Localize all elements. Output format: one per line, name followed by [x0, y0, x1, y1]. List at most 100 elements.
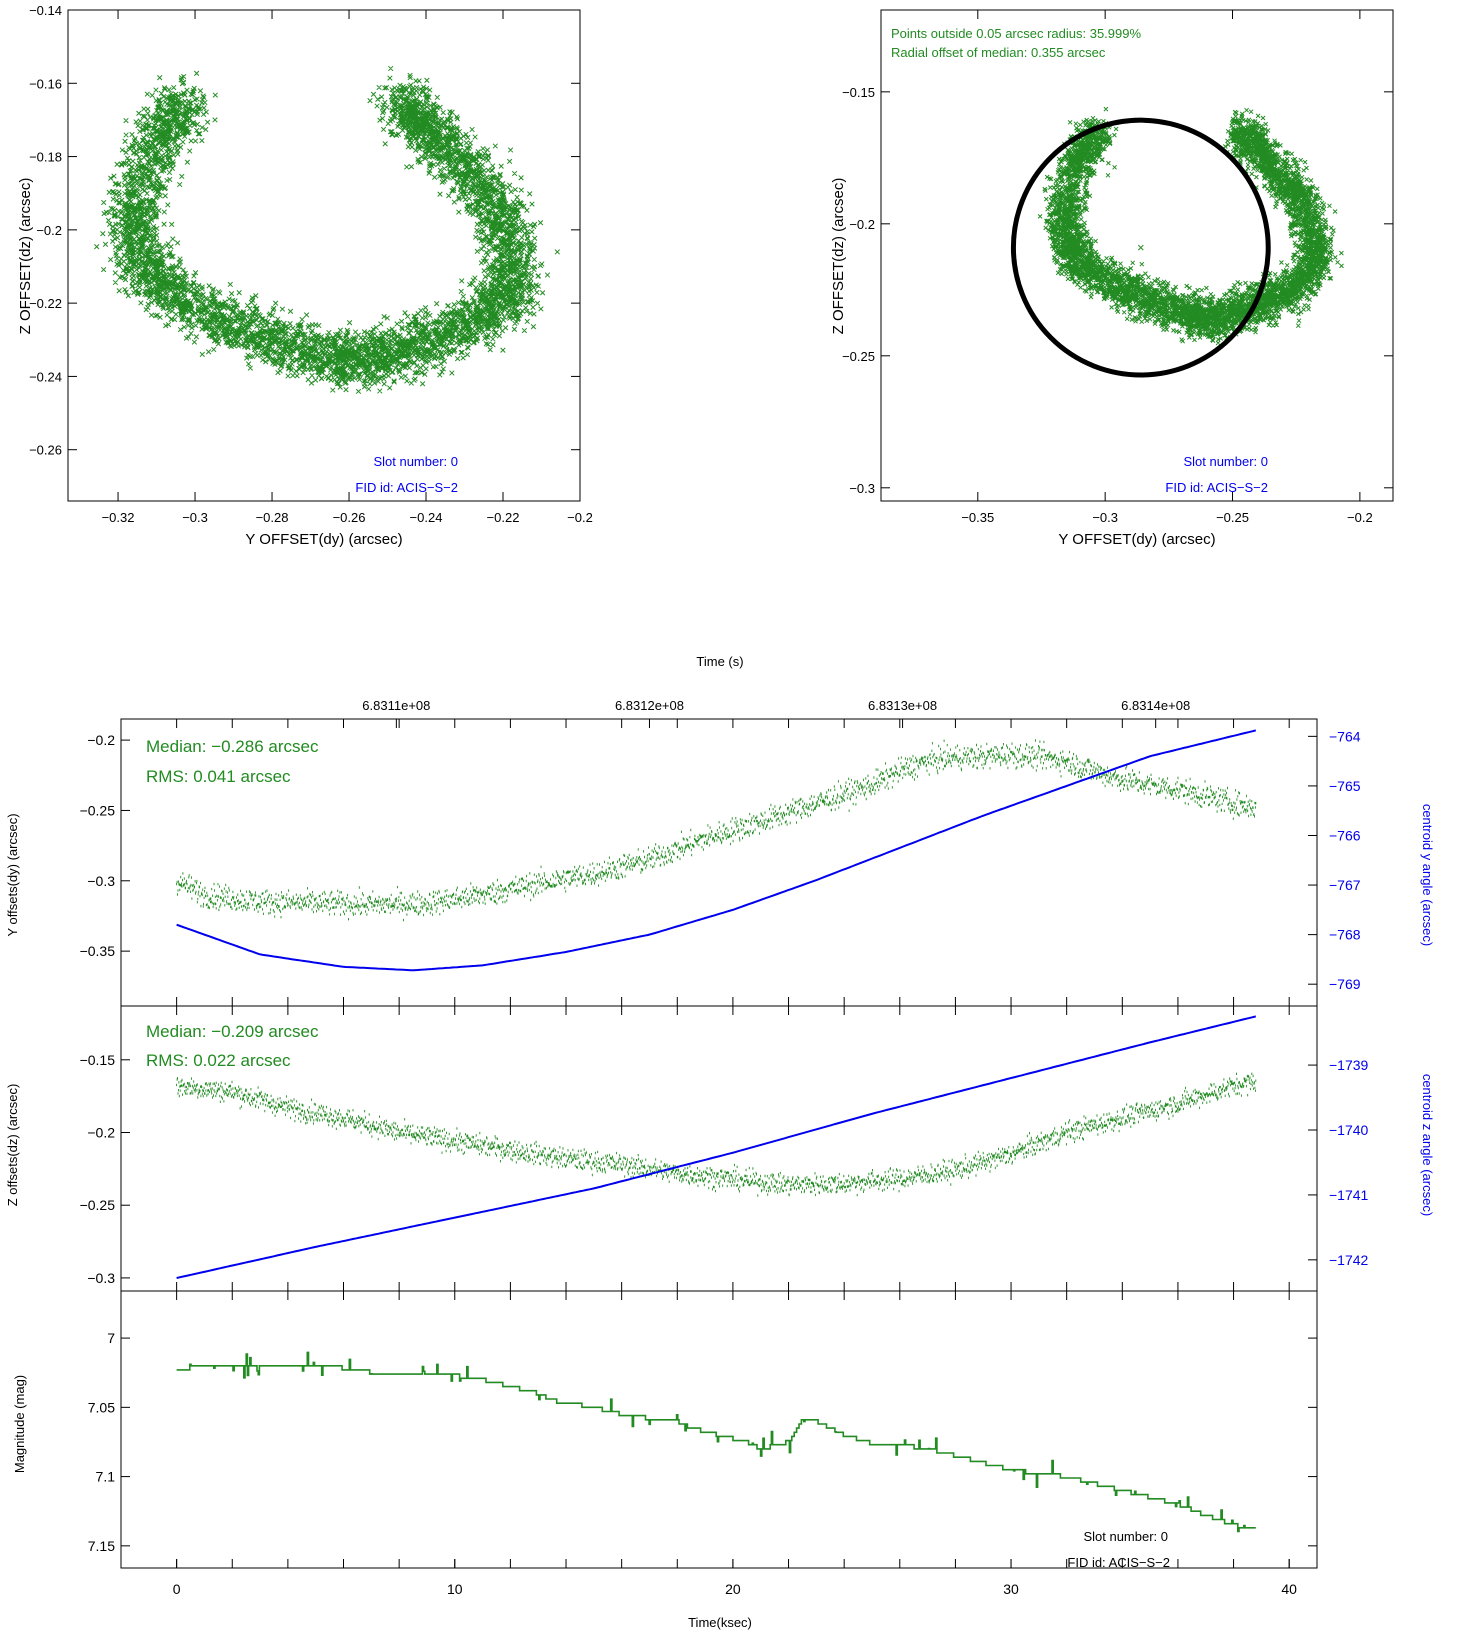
time-ksec-xlabel: Time(ksec)	[688, 1615, 752, 1630]
z-offsets-axis-ticklabel: −0.3	[87, 1270, 115, 1286]
x-axis-left-ticklabel: −0.28	[256, 510, 289, 525]
scatter-point-cloud-right	[1037, 106, 1344, 346]
annotation-slot-right: Slot number: 0	[1183, 454, 1268, 469]
z-angle-axis-ticklabel: −1741	[1329, 1187, 1369, 1203]
magnitude-axis-ticklabel: 7.1	[96, 1469, 116, 1485]
radius-circle	[1010, 117, 1271, 378]
top-time-ticklabel: 6.8312e+08	[615, 698, 684, 713]
top-time-ticklabel: 6.8314e+08	[1121, 698, 1190, 713]
x-axis-left-ticklabel: −0.3	[182, 510, 208, 525]
panel-top-left: −0.32 −0.3 −0.28 −0.26 −0.24 −0.22 −0.2 −0.14 −0…	[17, 3, 593, 548]
z-offsets-axis-ticklabel: −0.25	[80, 1197, 116, 1213]
z-median-text: Median: −0.209 arcsec	[146, 1022, 319, 1041]
y-offsets-axis-ticklabel: −0.25	[80, 802, 116, 818]
magnitude-axis-ticklabel: 7	[107, 1330, 115, 1346]
z-offsets-ylabel: Z offsets(dz) (arcsec)	[5, 1084, 20, 1207]
median-point	[1137, 244, 1144, 251]
y-offsets-axis-ticklabel: −0.3	[87, 873, 115, 889]
z-angle-axis-ticklabel: −1739	[1329, 1057, 1369, 1073]
z-offsets-axis-ticklabel: −0.15	[80, 1052, 116, 1068]
plot-frame-right	[880, 9, 1394, 502]
x-axis-label-right: Y OFFSET(dy) (arcsec)	[1058, 531, 1215, 548]
y-angle-axis-ticklabel: −768	[1329, 927, 1361, 943]
y-axis-right-ticklabel: −0.15	[842, 85, 875, 100]
annotation-slot-left: Slot number: 0	[373, 454, 458, 469]
z-angle-axis-ticklabel: −1740	[1329, 1122, 1369, 1138]
y-axis-label-right: Z OFFSET(dz) (arcsec)	[830, 178, 847, 335]
y-angle-axis-ticklabel: −765	[1329, 778, 1361, 794]
annotation-radial-offset: Radial offset of median: 0.355 arcsec	[891, 45, 1106, 60]
z-angle-axis-ticklabel: −1742	[1329, 1252, 1369, 1268]
y-axis-left-ticklabel: −0.16	[29, 76, 62, 91]
panel-top-right: −0.35 −0.3 −0.25 −0.2 −0.15 −0.2 −0.25 −0.3 Poi…	[830, 9, 1394, 548]
panel-z-offsets: −0.15 −0.2 −0.25 −0.3 −1739 −1740 −1741 −1742 M…	[5, 1006, 1435, 1291]
x-axis-left-ticklabel: −0.26	[333, 510, 366, 525]
median-marker	[1137, 244, 1144, 251]
x-axis-left-ticklabel: −0.24	[410, 510, 443, 525]
z-offsets-ticks: −0.15 −0.2 −0.25 −0.3 −1739 −1740 −1741 −1742	[80, 1006, 1369, 1291]
mag-slot-text: Slot number: 0	[1083, 1529, 1168, 1544]
centroid-z-angle-line	[176, 1015, 1257, 1279]
z-offsets-series	[176, 1015, 1257, 1279]
plot-frame-left	[67, 9, 581, 502]
y-offsets-axis-ticklabel: −0.2	[87, 732, 115, 748]
time-axis-ticklabel: 40	[1281, 1581, 1297, 1597]
magnitude-axis-ticklabel: 7.15	[88, 1538, 115, 1554]
time-axis-ticklabel: 10	[447, 1581, 463, 1597]
centroid-y-angle-line	[176, 729, 1257, 972]
annotation-fid-right: FID id: ACIS−S−2	[1165, 480, 1268, 495]
y-angle-axis-ticklabel: −769	[1329, 976, 1361, 992]
x-axis-left-ticklabel: −0.22	[487, 510, 520, 525]
y-offsets-ticks: −0.2 −0.25 −0.3 −0.35 −764 −765 −766 −767 −768 −7…	[80, 698, 1361, 1006]
magnitude-axis-ticklabel: 7.05	[88, 1399, 115, 1415]
y-axis-left-ticklabel: −0.24	[29, 369, 62, 384]
axis-ticks-right: −0.35 −0.3 −0.25 −0.2 −0.15 −0.2 −0.25 −0.3	[842, 10, 1393, 525]
time-axis-ticklabel: 30	[1003, 1581, 1019, 1597]
y-axis-left-ticklabel: −0.22	[29, 296, 62, 311]
time-axis-ticklabel: 20	[725, 1581, 741, 1597]
y-axis-left-ticklabel: −0.2	[36, 223, 62, 238]
scatter-points-left	[94, 65, 560, 395]
y-offsets-ylabel: Y offsets(dy) (arcsec)	[5, 813, 20, 936]
time-axis-ticklabel: 0	[173, 1581, 181, 1597]
y-axis-label-left: Z OFFSET(dz) (arcsec)	[17, 178, 34, 335]
top-time-ticklabel: 6.8313e+08	[868, 698, 937, 713]
y-axis-right-ticklabel: −0.2	[849, 217, 875, 232]
x-axis-left-ticklabel: −0.32	[102, 510, 135, 525]
stack-frame	[120, 718, 1318, 1569]
y-axis-left-ticklabel: −0.18	[29, 150, 62, 165]
x-axis-label-left: Y OFFSET(dy) (arcsec)	[245, 531, 402, 548]
y-axis-left-ticklabel: −0.26	[29, 443, 62, 458]
y-offset-points	[176, 739, 1257, 922]
x-axis-right-ticklabel: −0.2	[1347, 510, 1373, 525]
x-axis-right-ticklabel: −0.3	[1092, 510, 1118, 525]
y-offsets-series	[176, 729, 1257, 972]
y-axis-left-ticklabel: −0.14	[29, 3, 62, 18]
y-angle-axis-ticklabel: −767	[1329, 877, 1361, 893]
magnitude-series	[176, 1351, 1256, 1533]
x-axis-right-ticklabel: −0.25	[1216, 510, 1249, 525]
scatter-points-right	[1037, 106, 1344, 346]
y-rms-text: RMS: 0.041 arcsec	[146, 767, 291, 786]
mag-fid-text: FID id: ACIS−S−2	[1067, 1555, 1170, 1570]
z-offset-points	[176, 1072, 1257, 1197]
magnitude-ticks: 7 7.05 7.1 7.15 0 10 20 30 40	[88, 1291, 1317, 1597]
z-rms-text: RMS: 0.022 arcsec	[146, 1051, 291, 1070]
annotation-points-outside: Points outside 0.05 arcsec radius: 35.99…	[891, 26, 1141, 41]
y-angle-axis-ticklabel: −766	[1329, 827, 1361, 843]
z-offsets-axis-ticklabel: −0.2	[87, 1125, 115, 1141]
magnitude-ylabel: Magnitude (mag)	[12, 1375, 27, 1473]
x-axis-left-ticklabel: −0.2	[567, 510, 593, 525]
y-axis-right-ticklabel: −0.3	[849, 481, 875, 496]
annotation-fid-left: FID id: ACIS−S−2	[355, 480, 458, 495]
panel-y-offsets: −0.2 −0.25 −0.3 −0.35 −764 −765 −766 −767 −768 −7…	[5, 698, 1435, 1006]
axis-ticks-left: −0.32 −0.3 −0.28 −0.26 −0.24 −0.22 −0.2 −0.14 −0…	[29, 3, 593, 525]
y-median-text: Median: −0.286 arcsec	[146, 737, 319, 756]
top-time-axis-label: Time (s)	[696, 654, 743, 669]
top-time-ticklabel: 6.8311e+08	[362, 698, 430, 713]
scatter-point-cloud-left	[94, 65, 560, 395]
panel-magnitude: 7 7.05 7.1 7.15 0 10 20 30 40 Slot number: 0 FID…	[12, 1291, 1317, 1630]
y-angle-axis-ticklabel: −764	[1329, 728, 1361, 744]
magnitude-line	[176, 1351, 1256, 1533]
